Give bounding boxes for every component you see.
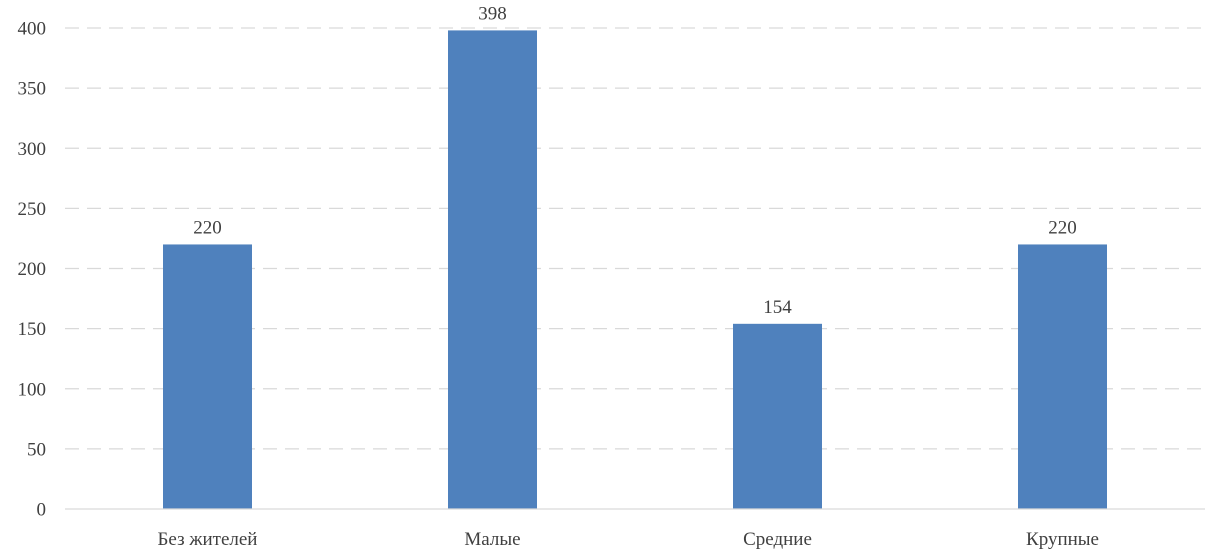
data-label-2: 154 bbox=[763, 297, 792, 318]
bar-0 bbox=[163, 244, 252, 509]
data-label-1: 398 bbox=[478, 3, 507, 24]
y-tick-label: 150 bbox=[18, 319, 47, 340]
bar-2 bbox=[733, 323, 822, 509]
y-tick-label: 0 bbox=[37, 500, 47, 521]
y-tick-label: 50 bbox=[27, 439, 46, 460]
y-tick-label: 100 bbox=[18, 379, 47, 400]
y-tick-label: 250 bbox=[18, 199, 47, 220]
bar-3 bbox=[1018, 244, 1107, 509]
y-axis-tick-labels: 0 50 100 150 200 250 300 350 400 bbox=[18, 19, 47, 521]
category-label-1: Малые bbox=[464, 529, 520, 550]
gridlines bbox=[65, 27, 1205, 450]
x-axis-category-labels: Без жителей Малые Средние Крупные bbox=[158, 529, 1099, 550]
bar-1 bbox=[448, 30, 537, 510]
bars bbox=[163, 30, 1107, 510]
y-tick-label: 300 bbox=[18, 139, 47, 160]
y-tick-label: 400 bbox=[18, 19, 47, 40]
data-label-3: 220 bbox=[1048, 217, 1077, 238]
data-labels: 220 398 154 220 bbox=[193, 3, 1077, 317]
category-label-2: Средние bbox=[743, 529, 812, 550]
category-label-0: Без жителей bbox=[158, 529, 258, 550]
y-tick-label: 350 bbox=[18, 79, 47, 100]
data-label-0: 220 bbox=[193, 217, 222, 238]
y-tick-label: 200 bbox=[18, 259, 47, 280]
category-label-3: Крупные bbox=[1026, 529, 1099, 550]
